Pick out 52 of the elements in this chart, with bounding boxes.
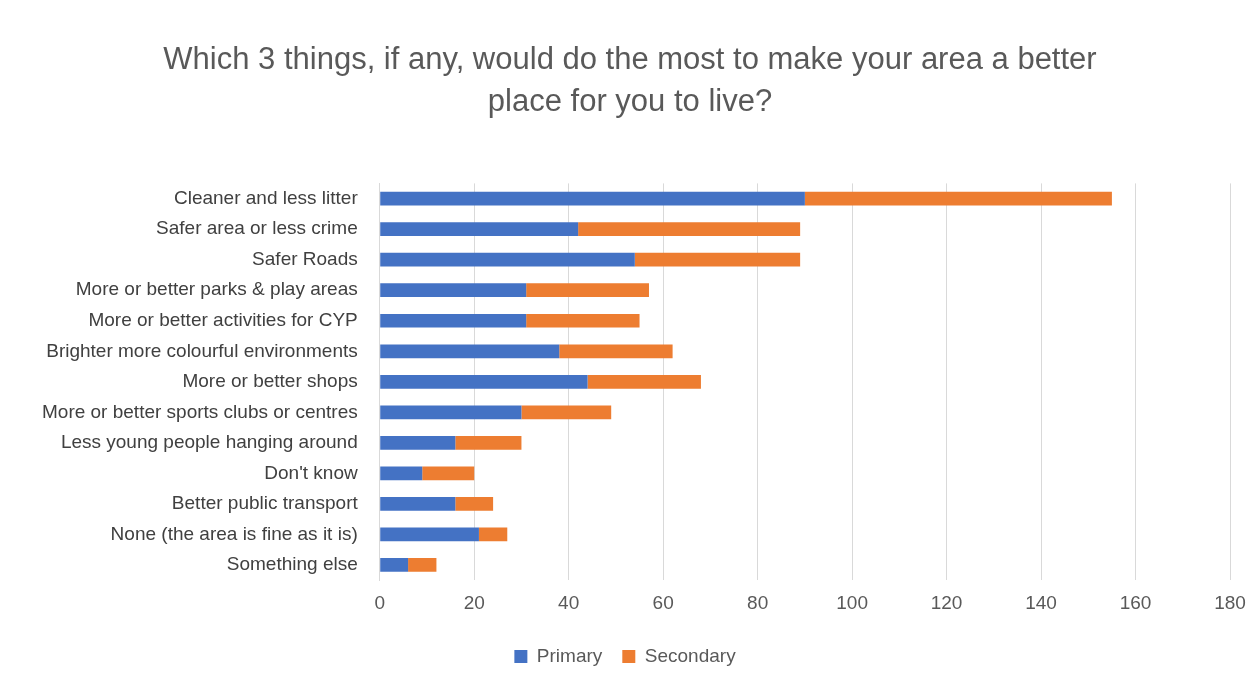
chart-title: Which 3 things, if any, would do the most to make your area a better place for you to live? <box>162 40 1098 120</box>
bar <box>408 558 437 572</box>
y-tick-label: More or better activities for CYP <box>88 308 358 330</box>
bar <box>526 283 649 298</box>
bar <box>559 344 673 359</box>
y-tick-label: More or better shops <box>182 370 358 392</box>
bar <box>380 527 479 542</box>
y-tick-label: Cleaner and less litter <box>173 186 359 208</box>
x-tick-label: 0 <box>374 591 386 613</box>
x-tick-label: 140 <box>1025 591 1057 613</box>
bar <box>380 435 456 450</box>
bar <box>634 252 801 267</box>
bar <box>804 191 1112 206</box>
bar <box>587 374 701 389</box>
bar <box>380 558 409 572</box>
legend-label: Secondary <box>644 644 737 666</box>
x-tick-label: 180 <box>1214 591 1246 613</box>
bar <box>380 191 805 206</box>
bar <box>422 466 475 481</box>
bar <box>478 527 508 542</box>
x-tick-label: 60 <box>652 591 674 613</box>
y-tick-label: Less young people hanging around <box>60 431 358 453</box>
bar <box>380 497 456 511</box>
bar <box>380 313 527 328</box>
x-tick-label: 80 <box>747 591 769 613</box>
y-tick-label: Safer area or less crime <box>156 217 358 239</box>
bar <box>380 222 579 237</box>
bar <box>521 405 612 420</box>
y-tick-label: None (the area is fine as it is) <box>110 522 358 544</box>
bar <box>380 466 423 481</box>
y-tick-label: Something else <box>226 553 358 575</box>
bar <box>526 313 640 328</box>
bar <box>380 405 522 420</box>
y-tick-label: More or better sports clubs or centres <box>41 400 358 422</box>
bar <box>455 497 494 511</box>
y-tick-label: Don't know <box>264 461 358 483</box>
bar <box>380 252 635 267</box>
x-tick-label: 160 <box>1119 591 1152 613</box>
bar <box>380 344 560 359</box>
bar <box>578 222 801 237</box>
x-tick-label: 120 <box>930 591 963 613</box>
bar <box>380 283 527 298</box>
y-tick-label: Brighter more colourful environments <box>46 339 358 361</box>
bar <box>380 374 588 389</box>
y-tick-label: More or better parks & play areas <box>75 278 358 300</box>
x-tick-label: 20 <box>463 591 485 613</box>
x-tick-label: 40 <box>558 591 580 613</box>
bar <box>455 435 522 450</box>
x-tick-label: 100 <box>836 591 868 613</box>
legend-label: Primary <box>536 644 603 666</box>
y-tick-label: Better public transport <box>171 492 359 514</box>
y-tick-label: Safer Roads <box>252 247 358 269</box>
